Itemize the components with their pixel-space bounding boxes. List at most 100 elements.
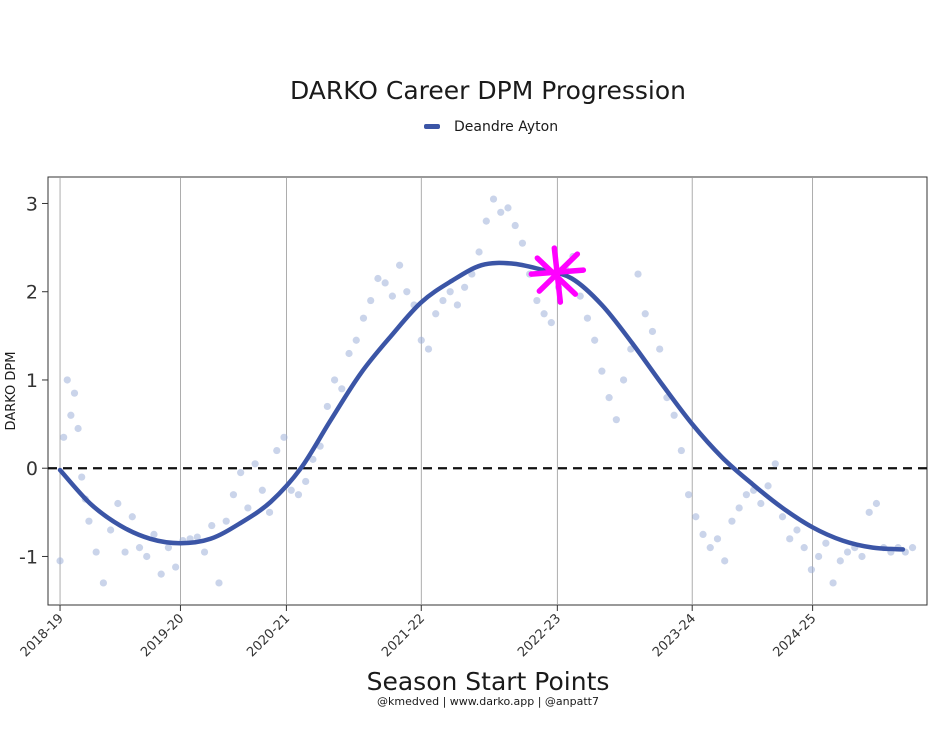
data-point [432,310,440,318]
data-point [453,301,461,309]
x-axis-ticks: 2018-19 2019-20 2020-21 2021-22 2022-23 2023-… [18,605,819,660]
data-point [237,469,245,477]
data-point [489,195,498,203]
data-point [518,239,527,247]
data-point [164,544,173,552]
data-point [446,288,454,296]
y-tick-label: 1 [26,370,38,392]
data-point [63,376,71,384]
data-point [403,288,411,296]
data-point [172,563,180,571]
data-point [677,446,685,455]
data-point [323,402,331,411]
data-point [482,217,490,225]
data-point [345,349,353,358]
y-axis-ticks: 3 2 1 0 -1 [19,193,48,568]
data-point [396,261,404,269]
data-point [215,579,223,587]
data-point [78,473,86,481]
x-tick-label: 2023-24 [650,611,699,660]
data-point [843,548,852,556]
data-point [99,579,107,587]
y-tick-label: 2 [26,282,38,304]
data-point [742,491,750,499]
scatter-points [56,195,917,587]
data-point [114,499,122,508]
data-point [786,535,794,543]
data-point [309,455,317,463]
data-point [591,336,599,344]
data-point [728,517,736,525]
x-tick-label: 2022-23 [515,611,564,660]
data-point [634,270,642,278]
data-point [417,336,425,344]
data-point [193,533,201,541]
data-point [439,296,447,305]
data-point [815,552,823,561]
data-point [244,504,252,512]
data-point [60,433,68,441]
data-point [92,548,100,556]
data-point [829,579,837,587]
data-point [424,345,433,353]
data-point [229,491,238,499]
legend-entry-label: Deandre Ayton [454,119,558,135]
data-point [605,394,613,402]
data-point [619,376,628,384]
data-point [280,433,288,441]
data-point [612,416,620,424]
data-point [338,385,346,393]
data-point [908,544,917,552]
data-point [74,424,82,433]
data-point [381,279,389,287]
data-point [721,557,729,565]
data-point [157,570,165,578]
y-tick-label: 0 [26,458,38,480]
data-point [200,548,209,556]
data-point [872,499,881,508]
data-point [670,411,678,419]
data-point [56,557,64,565]
data-point [771,460,779,468]
x-tick-label: 2020-21 [244,611,293,660]
data-point [684,491,693,499]
y-tick-label: 3 [26,193,38,215]
title-group: DARKO Career DPM Progression [290,76,686,105]
data-point [367,296,375,305]
data-point [641,310,649,318]
data-point [706,544,714,552]
data-point [135,544,144,552]
data-point [475,248,483,256]
annotation-group [528,245,587,305]
data-point [836,557,844,565]
data-point [757,499,765,508]
data-point [692,513,700,521]
data-point [85,517,93,525]
data-point [533,296,541,305]
asterisk-annotation-stroke [536,251,581,294]
x-tick-label: 2019-20 [138,611,187,660]
x-tick-label: 2018-19 [18,611,67,660]
data-point [330,376,339,384]
data-point [858,552,866,561]
data-point [735,504,743,512]
plot-area-frame [47,176,928,606]
y-tick-label: -1 [19,546,38,568]
data-point [352,336,360,344]
data-point [273,446,281,455]
x-axis-label: Season Start Points [367,667,610,696]
data-point [150,530,158,539]
data-point [143,552,151,561]
y-axis-label: DARKO DPM [4,352,19,431]
data-point [121,548,129,556]
data-point [699,530,707,539]
data-point [258,486,266,494]
data-point [511,221,519,230]
data-point [251,460,259,468]
data-point [656,345,664,353]
data-point [865,508,873,516]
source-credit: @kmedved | www.darko.app | @anpatt7 [377,695,599,708]
data-point [497,208,505,216]
data-point [504,204,512,212]
